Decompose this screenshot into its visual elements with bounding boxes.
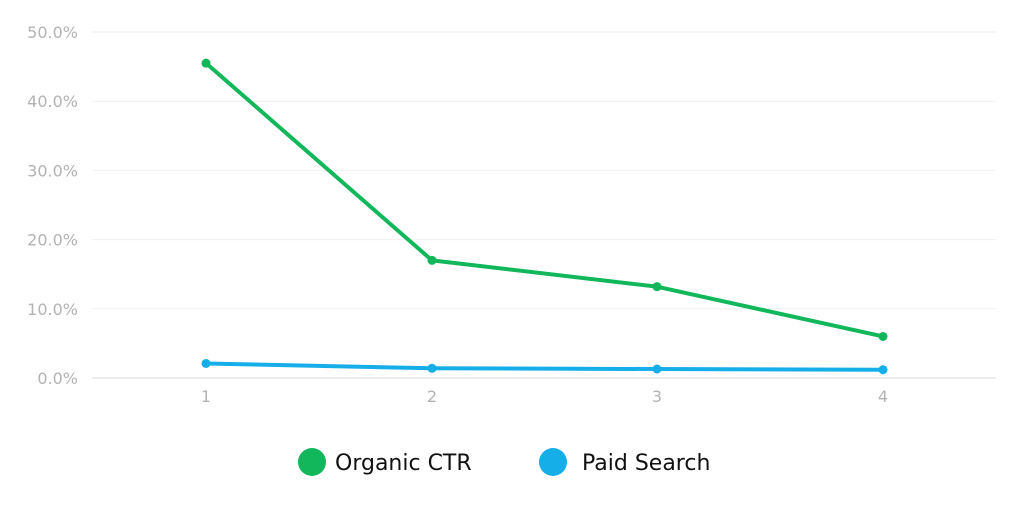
y-tick-label: 30.0% — [27, 161, 78, 180]
data-point — [878, 365, 888, 375]
series-line-organic-ctr — [204, 61, 885, 339]
data-point — [201, 358, 211, 368]
data-point — [878, 331, 888, 341]
y-tick-label: 40.0% — [27, 92, 78, 111]
data-point — [427, 255, 437, 265]
series-line-paid-search — [204, 361, 885, 372]
x-tick-label: 3 — [652, 387, 662, 406]
data-point — [427, 363, 437, 373]
legend-marker — [539, 448, 567, 476]
legend-marker — [298, 448, 326, 476]
legend-label: Paid Search — [582, 451, 710, 476]
series-layer — [201, 58, 888, 375]
y-tick-label: 50.0% — [27, 23, 78, 42]
x-tick-label: 4 — [878, 387, 888, 406]
y-tick-label: 0.0% — [37, 369, 78, 388]
legend-label: Organic CTR — [335, 451, 472, 476]
grid-layer — [92, 31, 996, 379]
x-tick-label: 2 — [427, 387, 437, 406]
y-tick-label: 10.0% — [27, 300, 78, 319]
data-point — [652, 282, 662, 292]
data-point — [652, 364, 662, 374]
legend: Organic CTR Paid Search — [298, 448, 710, 476]
data-point — [201, 58, 211, 68]
y-tick-label: 20.0% — [27, 231, 78, 250]
axis-layer: 0.0% 10.0% 20.0% 30.0% 40.0% 50.0% 1 2 3 4 — [27, 23, 888, 406]
x-tick-label: 1 — [201, 387, 211, 406]
